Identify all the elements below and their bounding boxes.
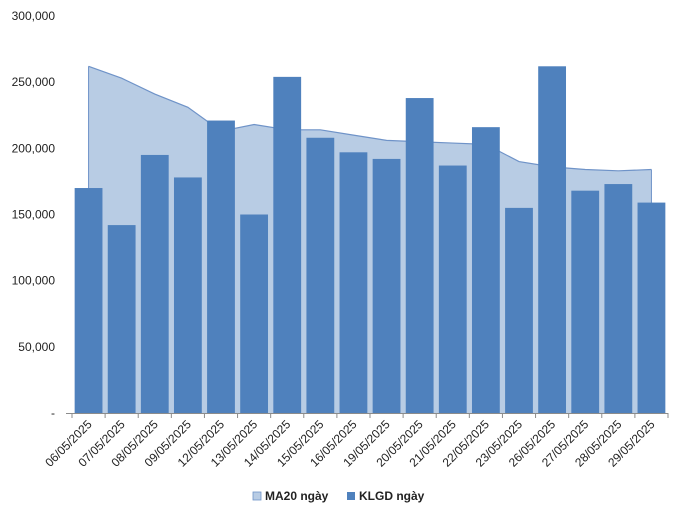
bar-klgd	[107, 225, 136, 413]
y-tick-label: -	[51, 406, 55, 420]
bar-klgd	[471, 127, 500, 413]
legend-label-ma20: MA20 ngày	[265, 489, 329, 503]
x-tick-labels: 06/05/202507/05/202508/05/202509/05/2025…	[42, 417, 657, 470]
y-tick-label: 150,000	[12, 208, 56, 222]
bar-klgd	[438, 165, 467, 413]
bar-klgd	[207, 120, 235, 413]
y-tick-label: 50,000	[18, 340, 55, 354]
ma20-area	[88, 66, 652, 413]
legend-label-klgd: KLGD ngày	[359, 489, 425, 503]
y-tick-label: 200,000	[12, 141, 56, 155]
y-tick-label: 250,000	[12, 75, 56, 89]
bar-layer	[74, 66, 666, 414]
bar-klgd	[339, 152, 368, 414]
bar-klgd	[571, 190, 600, 413]
bar-klgd	[637, 202, 666, 413]
y-tick-labels: 300,000 250,000 200,000 150,000 100,000 50,00…	[12, 9, 56, 420]
bar-klgd	[538, 66, 567, 413]
bar-klgd	[273, 76, 302, 414]
bar-klgd	[173, 177, 202, 413]
axis-layer	[66, 413, 669, 418]
y-tick-label: 300,000	[12, 9, 56, 23]
legend-swatch-ma20	[252, 491, 262, 501]
legend-swatch-klgd	[347, 492, 355, 500]
bar-klgd	[405, 98, 434, 414]
bar-klgd	[306, 137, 335, 413]
y-tick-label: 100,000	[12, 274, 56, 288]
ma20-area-layer	[88, 65, 652, 413]
bar-klgd	[372, 158, 401, 413]
legend: MA20 ngày KLGD ngày	[252, 489, 425, 503]
bar-klgd	[140, 154, 169, 413]
bar-klgd	[505, 207, 533, 413]
bar-klgd	[74, 188, 103, 413]
bar-klgd	[604, 184, 633, 413]
bar-klgd	[240, 214, 269, 413]
